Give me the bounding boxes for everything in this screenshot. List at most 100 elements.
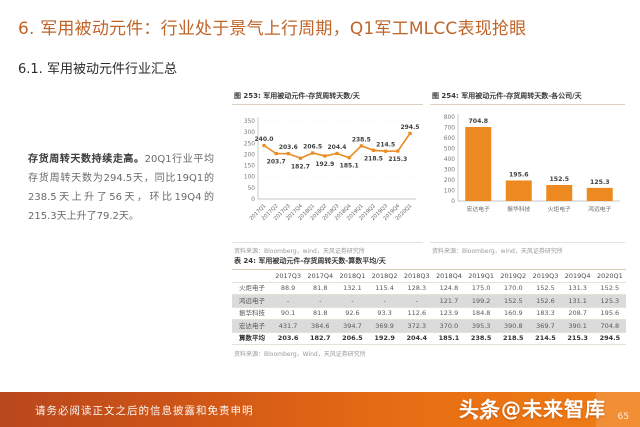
figure-254-title: 图 254: 军用被动元件-存货周转天数-各公司/天 <box>430 91 625 105</box>
table-cell-value: 294.5 <box>599 334 621 342</box>
table-cell-company: 算数平均 <box>239 334 265 342</box>
table-cell-value: 152.5 <box>536 284 555 292</box>
section-subtitle: 6.1. 军用被动元件行业汇总 <box>18 62 177 77</box>
table-cell-value: - <box>319 296 322 305</box>
table-cell-value: 204.4 <box>406 334 428 342</box>
svg-text:152.5: 152.5 <box>549 176 569 183</box>
table-cell-value: - <box>286 296 290 305</box>
table-cell-value: 215.3 <box>567 334 588 342</box>
table-header-quarter: 2018Q2 <box>371 271 398 280</box>
table-cell-value: 199.2 <box>471 296 491 305</box>
table-cell-company: 宏达电子 <box>239 321 265 330</box>
table-header-quarter: 2017Q3 <box>275 271 301 280</box>
table-cell-value: 370.0 <box>439 321 459 330</box>
table-cell-company: 鸿远电子 <box>239 296 265 305</box>
svg-text:185.1: 185.1 <box>340 163 359 170</box>
table-cell-value: 152.6 <box>536 296 555 305</box>
table-cell-value: 395.3 <box>471 321 491 330</box>
table-cell-value: 369.9 <box>375 321 394 330</box>
table-cell-value: 121.7 <box>439 296 459 305</box>
inventory-turnover-table: 2017Q3 2017Q4 2018Q1 2018Q2 2018Q3 2018Q4 2019… <box>232 269 626 345</box>
svg-text:203.6: 203.6 <box>279 144 298 151</box>
table-cell-value: 184.8 <box>471 309 491 317</box>
table-cell-value: 152.5 <box>600 284 620 292</box>
table-cell-value: 394.7 <box>343 321 362 330</box>
table-cell-value: 131.1 <box>568 296 587 305</box>
svg-text:125.3: 125.3 <box>590 179 610 186</box>
table-cell-value: 203.6 <box>277 334 299 342</box>
table-header-quarter: 2018Q3 <box>403 271 430 280</box>
page-number: 65 <box>617 412 629 422</box>
table-cell-value: 182.7 <box>309 334 331 342</box>
body-paragraph-text: 20Q1行业平均存货周转天数为294.5天，同比19Q1的238.5天上升了56… <box>28 154 214 222</box>
svg-text:215.3: 215.3 <box>388 156 407 163</box>
table-row: 宏达电子 431.7 384.6 394.7 369.9 372.3 370.0 395.3 3… <box>232 319 626 332</box>
table-cell-company: 振华科技 <box>239 309 265 317</box>
page-title: 6. 军用被动元件：行业处于景气上行周期，Q1军工MLCC表现抢眼 <box>18 19 527 39</box>
table-cell-value: 92.6 <box>345 309 360 317</box>
svg-text:250: 250 <box>244 141 255 147</box>
table-cell-value: 124.8 <box>439 284 459 292</box>
table-header-quarter: 2017Q4 <box>307 271 334 280</box>
svg-text:150: 150 <box>244 164 255 170</box>
inventory-turnover-by-company-bar-chart: 0 100 200 300 400 500 600 700 800 704.8 宏达电子 195.6 振… <box>444 114 620 213</box>
table-24-title: 表 24: 军用被动元件-存货周转天数-算数平均/天 <box>234 257 386 265</box>
svg-text:195.6: 195.6 <box>509 171 529 178</box>
table-row: 振华科技 90.1 81.8 92.6 93.3 112.6 123.9 184.8 160.9… <box>232 307 626 320</box>
figure-253-source: 资料来源：Bloomberg，wind，天风证券研究所 <box>232 242 423 255</box>
table-row: 鸿远电子 - - - - - 121.7 199.2 152.5 152.6 131.1 125.3 <box>232 294 626 307</box>
watermark-logo-dots-icon: ●●● <box>472 415 492 421</box>
table-cell-value: 704.8 <box>600 321 620 330</box>
svg-text:宏达电子: 宏达电子 <box>467 205 490 213</box>
svg-text:200: 200 <box>444 178 455 184</box>
svg-text:振华科技: 振华科技 <box>507 205 530 213</box>
table-cell-value: 112.6 <box>407 309 427 317</box>
svg-text:300: 300 <box>444 168 455 174</box>
table-cell-value: 160.9 <box>503 309 523 317</box>
table-header-quarter: 2019Q2 <box>500 271 527 280</box>
svg-text:鸿远电子: 鸿远电子 <box>588 205 611 213</box>
footer-bar: 请务必阅读正文之后的信息披露和免责申明 头条@未来智库 ●●● 65 <box>0 392 640 427</box>
svg-text:204.4: 204.4 <box>328 144 347 151</box>
table-cell-value: 206.5 <box>342 334 363 342</box>
svg-text:240.0: 240.0 <box>255 136 274 143</box>
table-cell-value: 369.7 <box>536 321 555 330</box>
table-cell-value: - <box>351 296 354 305</box>
svg-text:300: 300 <box>244 130 255 136</box>
body-paragraph-lead: 存货周转天数持续走高。 <box>28 154 145 165</box>
footer-right-accent-block <box>596 392 640 427</box>
table-header-quarter: 2019Q3 <box>532 271 559 280</box>
table-cell-value: 175.0 <box>471 284 491 292</box>
table-cell-value: 185.1 <box>438 334 460 342</box>
table-cell-value: 372.3 <box>407 321 427 330</box>
svg-text:700: 700 <box>444 126 455 132</box>
figure-253-title: 图 253: 军用被动元件-存货周转天数/天 <box>232 91 423 105</box>
table-cell-value: 390.1 <box>568 321 587 330</box>
svg-text:50: 50 <box>248 186 256 192</box>
figure-254-bar-chart-panel: 图 254: 军用被动元件-存货周转天数-各公司/天 0 100 200 300 400… <box>430 91 625 255</box>
table-header-company <box>232 270 272 283</box>
table-cell-value: 131.3 <box>568 284 587 292</box>
table-cell-value: 431.7 <box>278 321 298 330</box>
table-header-row: 2017Q3 2017Q4 2018Q1 2018Q2 2018Q3 2018Q4 2019… <box>232 270 626 283</box>
table-header-quarter: 2018Q4 <box>436 271 462 280</box>
svg-text:203.7: 203.7 <box>267 159 286 166</box>
table-header-quarter: 2018Q1 <box>339 271 366 280</box>
svg-text:192.9: 192.9 <box>315 161 334 168</box>
table-row: 算数平均 203.6 182.7 206.5 192.9 204.4 185.1 238.5 2… <box>232 332 626 345</box>
figure-254-source: 资料来源：Bloomberg，wind，天风证券研究所 <box>430 242 625 255</box>
figure-253-line-chart-panel: 图 253: 军用被动元件-存货周转天数/天 0 50 100 150 200 250 30… <box>232 91 423 255</box>
svg-text:182.7: 182.7 <box>291 163 310 170</box>
table-cell-value: 125.3 <box>600 296 620 305</box>
svg-text:600: 600 <box>444 136 455 142</box>
table-row: 火炬电子 88.9 81.8 132.1 115.4 128.3 124.8 175.0 170… <box>232 282 626 295</box>
svg-text:206.5: 206.5 <box>303 143 322 150</box>
svg-text:218.5: 218.5 <box>364 155 383 162</box>
table-header-quarter: 2019Q1 <box>468 271 495 280</box>
table-cell-value: 238.5 <box>470 334 492 342</box>
svg-text:0: 0 <box>251 197 255 203</box>
table-cell-value: 93.3 <box>377 309 392 317</box>
table-cell-value: 132.1 <box>343 284 362 292</box>
watermark-toutiao-weilaizhiku: 头条@未来智库 <box>459 397 606 421</box>
svg-text:500: 500 <box>444 147 455 153</box>
